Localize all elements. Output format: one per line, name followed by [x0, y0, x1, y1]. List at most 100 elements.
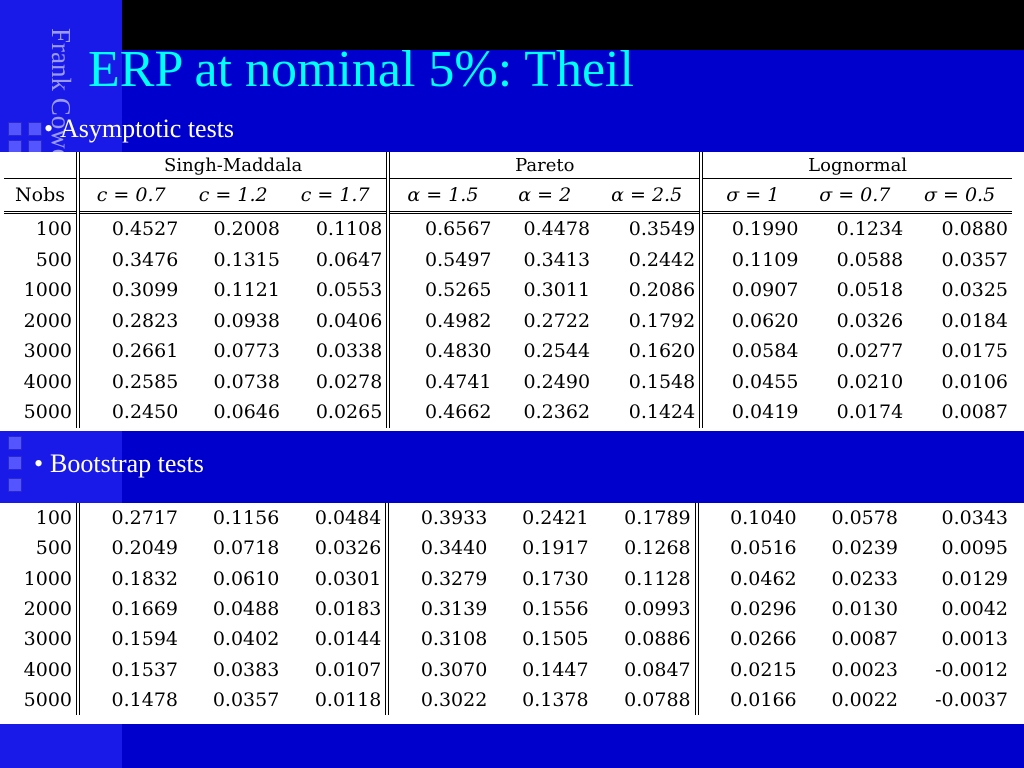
table-row: 2000 0.2823 0.0938 0.0406 0.4982 0.2722 0.1792…: [4, 305, 1012, 336]
deco-square-icon: [8, 122, 22, 136]
value-cell: 0.1234: [836, 218, 904, 241]
column-header: α = 2.5: [594, 178, 704, 214]
value-cell: 0.3099: [111, 279, 179, 302]
table-row: 500 0.2049 0.0718 0.0326 0.3440 0.1917 0.1268 0…: [4, 533, 1012, 564]
value-cell: 0.0578: [831, 507, 898, 530]
nobs-cell: 100: [4, 503, 80, 534]
column-header-nobs: Nobs: [4, 178, 80, 214]
value-cell: 0.0938: [213, 309, 280, 332]
bullet-dot-icon: •: [34, 449, 44, 478]
nobs-cell: 4000: [4, 366, 80, 397]
value-cell: 0.1730: [522, 567, 589, 590]
value-cell: 0.0129: [941, 567, 1008, 590]
bootstrap-table: 100 0.2717 0.1156 0.0484 0.3933 0.2421 0.1789 0…: [4, 503, 1012, 716]
value-cell: 0.0620: [731, 309, 799, 332]
value-cell: 0.1594: [111, 628, 179, 651]
value-cell: 0.1108: [283, 212, 391, 245]
value-cell: 0.0107: [283, 654, 390, 685]
nobs-cell: 500: [4, 533, 80, 564]
table-row: 3000 0.2661 0.0773 0.0338 0.4830 0.2544 0.1620…: [4, 336, 1012, 367]
value-cell: 0.3476: [111, 248, 179, 271]
value-cell: 0.3070: [420, 658, 488, 681]
table-row: 5000 0.1478 0.0357 0.0118 0.3022 0.1378 0.0788…: [4, 684, 1012, 716]
bullet-asymptotic: • Asymptotic tests: [44, 114, 234, 144]
value-cell: 0.1268: [592, 533, 699, 564]
value-cell: 0.0993: [592, 593, 699, 625]
value-cell: 0.2008: [213, 218, 280, 241]
value-cell: 0.1832: [111, 567, 179, 590]
bootstrap-table-body: 100 0.2717 0.1156 0.0484 0.3933 0.2421 0.1789 0…: [4, 503, 1012, 716]
value-cell: 0.3413: [523, 248, 591, 271]
value-cell: 0.0518: [836, 279, 904, 302]
nobs-cell: 2000: [4, 593, 80, 625]
value-cell: 0.0847: [592, 654, 699, 685]
value-cell: 0.1789: [592, 503, 699, 534]
value-cell: 0.3022: [420, 688, 488, 711]
slide-title: ERP at nominal 5%: Theil: [88, 41, 634, 98]
value-cell: 0.3933: [420, 507, 488, 530]
value-cell: -0.0012: [935, 658, 1008, 681]
value-cell: 0.3108: [420, 628, 488, 651]
value-cell: 0.2585: [111, 370, 179, 393]
value-cell: 0.4741: [425, 370, 492, 393]
value-cell: 0.0023: [831, 658, 898, 681]
value-cell: 0.0183: [283, 593, 390, 625]
value-cell: 0.1378: [522, 688, 589, 711]
value-cell: 0.4478: [523, 218, 591, 241]
value-cell: 0.0130: [831, 598, 898, 621]
value-cell: 0.0402: [212, 628, 280, 651]
value-cell: 0.3279: [420, 567, 488, 590]
value-cell: 0.0718: [212, 537, 280, 560]
value-cell: 0.0419: [731, 401, 799, 424]
column-header: σ = 0.7: [802, 178, 908, 214]
value-cell: 0.0584: [731, 340, 799, 363]
table-row: 500 0.3476 0.1315 0.0647 0.5497 0.3413 0.2442 0…: [4, 244, 1012, 275]
value-cell: 0.2544: [523, 340, 591, 363]
table-row: 1000 0.3099 0.1121 0.0553 0.5265 0.3011 0.2086…: [4, 275, 1012, 306]
table-row: 3000 0.1594 0.0402 0.0144 0.3108 0.1505 0.0886…: [4, 624, 1012, 655]
bullet-bootstrap: • Bootstrap tests: [34, 449, 204, 479]
value-cell: 0.0326: [283, 533, 390, 564]
value-cell: 0.2490: [523, 370, 591, 393]
table-row: 5000 0.2450 0.0646 0.0265 0.4662 0.2362 0.1424…: [4, 397, 1012, 428]
value-cell: 0.3139: [420, 598, 488, 621]
value-cell: 0.0488: [212, 598, 280, 621]
column-header: σ = 0.5: [907, 178, 1012, 214]
value-cell: 0.0516: [730, 537, 797, 560]
nobs-cell: 3000: [4, 336, 80, 367]
value-cell: 0.0462: [730, 567, 797, 590]
nobs-cell: 500: [4, 244, 80, 275]
value-cell: 0.0647: [283, 244, 391, 275]
deco-square-icon: [8, 456, 22, 470]
asymptotic-table: Singh-Maddala Pareto Lognormal Nobs c = …: [4, 152, 1012, 428]
table-group-header-row: Singh-Maddala Pareto Lognormal: [4, 152, 1012, 179]
value-cell: 0.0588: [836, 248, 904, 271]
value-cell: 0.0646: [213, 401, 280, 424]
title-bar-background: [122, 0, 1024, 50]
value-cell: 0.1548: [594, 366, 704, 397]
nobs-cell: 5000: [4, 684, 80, 716]
value-cell: 0.2722: [523, 309, 591, 332]
value-cell: 0.2717: [111, 507, 179, 530]
value-cell: 0.1505: [522, 628, 589, 651]
value-cell: 0.0326: [836, 309, 904, 332]
bullet-bootstrap-text: Bootstrap tests: [50, 449, 204, 478]
value-cell: 0.3549: [594, 212, 704, 245]
value-cell: 0.5497: [425, 248, 492, 271]
value-cell: 0.0184: [941, 309, 1008, 332]
value-cell: 0.6567: [425, 218, 492, 241]
deco-square-icon: [8, 436, 22, 450]
value-cell: 0.1556: [522, 598, 589, 621]
value-cell: 0.0383: [212, 658, 280, 681]
value-cell: 0.0357: [941, 248, 1008, 271]
value-cell: 0.0553: [283, 275, 391, 306]
value-cell: 0.0278: [283, 366, 391, 397]
value-cell: 0.0022: [831, 688, 898, 711]
nobs-cell: 3000: [4, 624, 80, 655]
value-cell: 0.0215: [730, 658, 797, 681]
nobs-cell: 4000: [4, 654, 80, 685]
value-cell: 0.1792: [594, 305, 704, 336]
bootstrap-table-panel: 100 0.2717 0.1156 0.0484 0.3933 0.2421 0.1789 0…: [0, 503, 1024, 724]
column-header: σ = 1: [701, 178, 803, 214]
value-cell: 0.1669: [111, 598, 179, 621]
